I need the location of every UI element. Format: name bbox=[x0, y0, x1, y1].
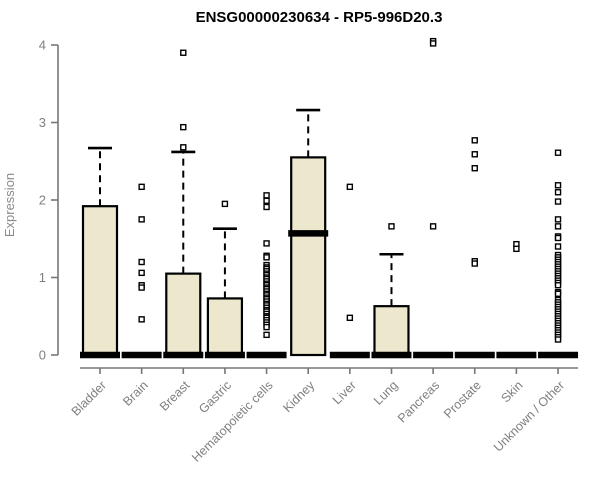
outlier-point-liver bbox=[346, 183, 354, 191]
x-category-label-bladder: Bladder bbox=[69, 378, 109, 418]
x-category-label-brain: Brain bbox=[120, 378, 151, 409]
outlier-point-hematopoietic-cells bbox=[263, 197, 270, 204]
chart-title: ENSG00000230634 - RP5-996D20.3 bbox=[196, 9, 443, 26]
outlier-point-breast bbox=[180, 144, 187, 151]
outlier-point-liver bbox=[346, 314, 354, 321]
outlier-point-pancreas bbox=[429, 223, 437, 230]
outlier-point-brain bbox=[138, 183, 145, 191]
x-category-label-gastric: Gastric bbox=[196, 378, 234, 416]
box-lung bbox=[373, 305, 410, 357]
x-category-label-hematopoietic-cells: Hematopoietic cells bbox=[189, 378, 276, 465]
outlier-point-unknown-other bbox=[554, 216, 562, 223]
outlier-point-unknown-other bbox=[554, 223, 562, 230]
x-category-label-kidney: Kidney bbox=[280, 378, 317, 415]
x-category-label-breast: Breast bbox=[157, 378, 193, 414]
y-tick-label: 2 bbox=[39, 193, 46, 208]
outlier-point-brain bbox=[138, 269, 145, 277]
box-bladder bbox=[81, 205, 119, 357]
outlier-point-prostate bbox=[471, 260, 478, 267]
outlier-point-hematopoietic-cells bbox=[263, 203, 270, 211]
x-category-label-skin: Skin bbox=[498, 378, 525, 405]
outlier-point-brain bbox=[138, 316, 145, 323]
outlier-point-pancreas bbox=[429, 40, 437, 47]
outlier-point-gastric bbox=[221, 200, 229, 208]
outlier-point-unknown-other bbox=[554, 234, 562, 242]
outlier-point-hematopoietic-cells bbox=[263, 331, 270, 339]
y-axis-label: Expression bbox=[2, 173, 17, 237]
outlier-point-prostate bbox=[471, 137, 478, 144]
x-category-label-liver: Liver bbox=[330, 378, 359, 407]
outlier-point-lung bbox=[388, 223, 395, 230]
outlier-point-hematopoietic-cells bbox=[263, 192, 270, 199]
outlier-point-unknown-other bbox=[554, 290, 562, 297]
outlier-point-breast bbox=[180, 123, 187, 131]
plot-area: 0 1 2 3 4 Bladder Brain Breast GastricHematopoie… bbox=[39, 38, 579, 465]
box-breast bbox=[165, 272, 202, 357]
outlier-point-unknown-other bbox=[554, 182, 562, 189]
outlier-point-unknown-other bbox=[554, 198, 562, 205]
box-kidney bbox=[290, 156, 327, 357]
y-tick-label: 4 bbox=[39, 38, 46, 53]
outlier-point-brain bbox=[138, 258, 145, 266]
x-category-label-prostate: Prostate bbox=[441, 378, 484, 421]
outlier-point-hematopoietic-cells bbox=[263, 254, 270, 261]
x-category-label-unknown-other: Unknown / Other bbox=[491, 378, 567, 454]
y-tick-label: 0 bbox=[39, 348, 46, 363]
x-category-label-pancreas: Pancreas bbox=[395, 378, 442, 425]
outlier-point-skin bbox=[513, 245, 520, 253]
outlier-point-brain bbox=[138, 216, 145, 223]
outlier-point-unknown-other bbox=[554, 336, 562, 343]
outlier-point-brain bbox=[138, 284, 145, 291]
outlier-point-hematopoietic-cells bbox=[263, 240, 270, 247]
outlier-point-unknown-other bbox=[554, 189, 562, 196]
y-tick-label: 3 bbox=[39, 115, 46, 130]
outlier-point-unknown-other bbox=[554, 149, 562, 156]
outlier-point-prostate bbox=[471, 165, 478, 172]
outlier-point-prostate bbox=[471, 151, 478, 158]
box-gastric bbox=[206, 297, 244, 357]
outlier-point-breast bbox=[180, 49, 187, 56]
x-category-label-lung: Lung bbox=[371, 378, 401, 408]
y-tick-label: 1 bbox=[39, 270, 46, 285]
outlier-point-unknown-other bbox=[554, 282, 562, 289]
outlier-point-hematopoietic-cells bbox=[263, 323, 270, 331]
outlier-point-unknown-other bbox=[554, 243, 562, 250]
